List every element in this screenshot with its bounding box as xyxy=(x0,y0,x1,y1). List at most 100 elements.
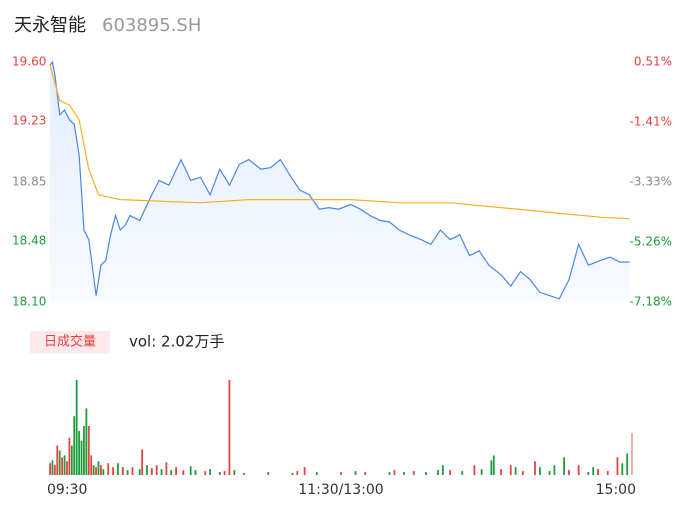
volume-bar xyxy=(548,471,551,475)
volume-total: vol: 2.02万手 xyxy=(129,333,224,351)
volume-bar xyxy=(393,470,396,475)
volume-bar xyxy=(514,467,517,475)
volume-badge xyxy=(30,331,110,353)
volume-bar xyxy=(473,465,476,475)
volume-bar xyxy=(340,472,342,475)
volume-bar xyxy=(563,457,565,475)
volume-bar xyxy=(534,461,536,475)
volume-bar xyxy=(577,465,580,475)
volume-bar xyxy=(146,465,148,475)
volume-bar xyxy=(228,379,231,475)
volume-bar xyxy=(538,467,541,475)
volume-bar xyxy=(437,470,439,475)
volume-bar xyxy=(492,455,495,475)
volume-bar xyxy=(138,469,141,475)
volume-bar xyxy=(553,465,556,475)
volume-bar xyxy=(441,465,444,475)
volume-bar xyxy=(621,463,624,475)
y-tick-label: 18.10 xyxy=(12,295,46,309)
volume-bar xyxy=(631,432,633,475)
y-tick-label: 18.48 xyxy=(12,234,46,248)
volume-bar xyxy=(117,463,119,475)
volume-bar xyxy=(209,469,211,475)
y2-tick-label: -5.26% xyxy=(630,235,672,249)
x-tick-label: 11:30/13:00 xyxy=(298,482,383,498)
volume-bar xyxy=(61,457,64,475)
volume-bar xyxy=(75,379,78,475)
y-tick-label: 18.85 xyxy=(12,175,46,189)
average-line xyxy=(49,65,630,220)
volume-bar xyxy=(233,470,236,475)
volume-bar xyxy=(165,462,168,475)
y2-tick-label: -1.41% xyxy=(630,114,672,128)
volume-bar xyxy=(606,471,609,475)
price-line xyxy=(49,60,630,300)
volume-bar xyxy=(223,471,226,475)
volume-bar xyxy=(182,470,185,475)
x-tick-label: 09:30 xyxy=(47,482,87,498)
volume-bar xyxy=(107,463,110,475)
volume-bar xyxy=(100,465,102,475)
volume-bar xyxy=(78,430,80,475)
volume-bar xyxy=(97,461,100,475)
volume-bar xyxy=(87,426,90,475)
volume-bar xyxy=(424,472,427,475)
volume-bar xyxy=(243,473,245,475)
volume-bar xyxy=(56,445,59,475)
volume-bar xyxy=(204,471,207,475)
volume-bar xyxy=(509,465,512,475)
volume-label: 日成交量 xyxy=(44,334,96,350)
volume-bar xyxy=(175,467,177,475)
volume-bar xyxy=(160,469,163,475)
volume-bar xyxy=(58,450,61,475)
volume-bar xyxy=(83,426,85,475)
volume-bar xyxy=(170,470,173,475)
stock-code: 603895.SH xyxy=(102,15,201,36)
volume-bar xyxy=(102,469,105,475)
volume-bar xyxy=(412,471,415,475)
y-tick-label: 19.60 xyxy=(12,55,46,69)
volume-bar xyxy=(95,467,97,475)
volume-bar xyxy=(126,470,129,475)
volume-bar xyxy=(189,466,192,475)
volume-bar xyxy=(354,471,357,475)
volume-bar xyxy=(267,472,270,475)
y2-tick-label: -7.18% xyxy=(630,295,672,309)
volume-bar xyxy=(218,472,221,475)
volume-bar xyxy=(364,472,367,475)
volume-bar xyxy=(150,468,153,475)
volume-bar xyxy=(49,463,51,475)
volume-bar xyxy=(73,416,76,475)
volume-bar xyxy=(303,467,306,475)
volume-bar xyxy=(68,437,71,475)
volume-bar xyxy=(403,472,405,475)
volume-bar xyxy=(194,470,197,475)
volume-bar xyxy=(490,460,493,475)
volume-bar xyxy=(587,472,590,475)
volume-bar xyxy=(80,440,83,475)
volume-bar xyxy=(597,469,599,475)
volume-bar xyxy=(296,471,299,475)
y2-tick-label: 0.51% xyxy=(634,55,672,69)
volume-bar xyxy=(141,449,144,475)
volume-bar xyxy=(616,457,619,475)
volume-bar xyxy=(568,470,570,475)
volume-bar xyxy=(155,465,158,475)
volume-bar xyxy=(85,408,88,475)
volume-bar xyxy=(90,455,93,475)
volume-bar xyxy=(592,467,595,475)
volume-bar xyxy=(121,467,124,475)
stock-name: 天永智能 xyxy=(14,15,86,36)
volume-bar xyxy=(388,472,391,475)
price-area xyxy=(50,62,630,302)
volume-bar xyxy=(480,469,483,475)
volume-bar xyxy=(500,469,502,475)
volume-bar xyxy=(521,471,524,475)
volume-bar xyxy=(53,465,56,475)
y2-tick-label: -3.33% xyxy=(630,174,672,188)
volume-bar xyxy=(291,473,294,475)
volume-bar xyxy=(461,471,464,475)
volume-bar xyxy=(112,467,114,475)
volume-bar xyxy=(66,461,68,475)
